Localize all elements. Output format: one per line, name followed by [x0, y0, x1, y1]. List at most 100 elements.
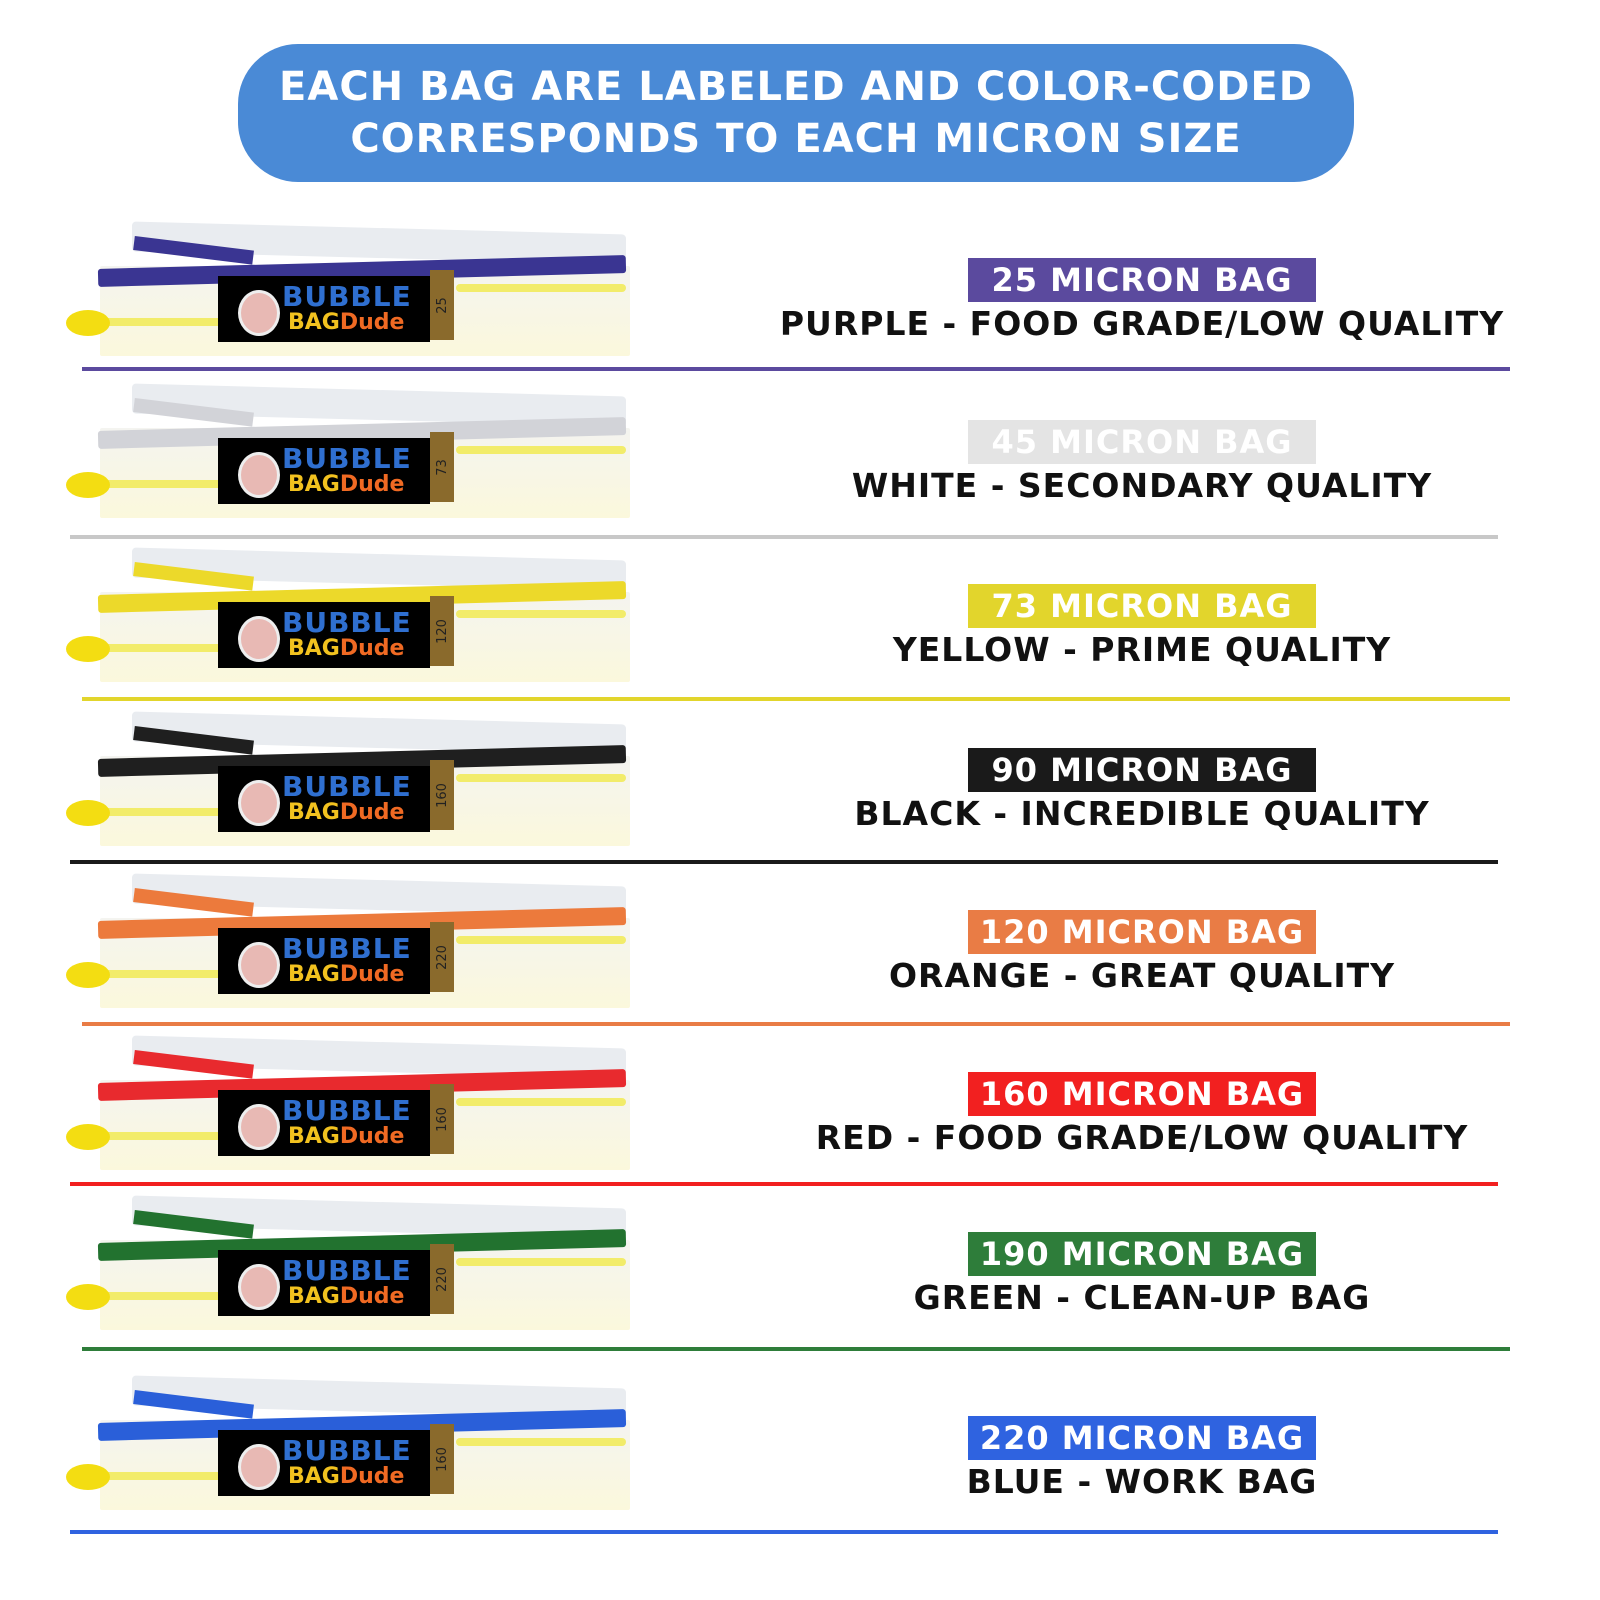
drawstring-knot-icon: [66, 472, 110, 498]
brand-word-bag: BAG: [288, 1284, 340, 1309]
brand-tag: BUBBLE BAGDude: [218, 1090, 430, 1156]
brand-tag: BUBBLE BAGDude: [218, 766, 430, 832]
brand-word-bag: BAG: [288, 636, 340, 661]
micron-badge: 73 MICRON BAG: [968, 584, 1316, 628]
row-divider: [70, 1182, 1498, 1186]
bag-row: BUBBLE BAGDude 73 45 MICRON BAG WHITE - …: [0, 383, 1600, 553]
brand-word: BAGDude: [288, 1464, 404, 1489]
row-divider: [70, 535, 1498, 539]
brand-word: BAGDude: [288, 472, 404, 497]
banner-line-1: EACH BAG ARE LABELED AND COLOR-CODED: [279, 64, 1313, 110]
micron-badge: 25 MICRON BAG: [968, 258, 1316, 302]
size-tag-number: 220: [434, 944, 450, 970]
row-divider: [82, 1347, 1510, 1351]
quality-description: ORANGE - GREAT QUALITY: [888, 956, 1396, 995]
drawstring-knot-icon: [66, 1464, 110, 1490]
drawstring: [96, 1472, 226, 1480]
drawstring: [456, 936, 626, 944]
brand-word: BUBBLE: [282, 1094, 412, 1127]
quality-description: WHITE - SECONDARY QUALITY: [851, 466, 1433, 505]
drawstring: [96, 1132, 226, 1140]
quality-description: PURPLE - FOOD GRADE/LOW QUALITY: [779, 304, 1505, 343]
quality-description: YELLOW - PRIME QUALITY: [892, 630, 1392, 669]
row-divider: [70, 1530, 1498, 1534]
brand-tag: BUBBLE BAGDude: [218, 276, 430, 342]
bag-row: BUBBLE BAGDude 160 90 MICRON BAG BLACK -…: [0, 711, 1600, 881]
mascot-face-icon: [238, 780, 280, 826]
brand-word: BUBBLE: [282, 1434, 412, 1467]
micron-badge: 220 MICRON BAG: [968, 1416, 1316, 1460]
banner-line-2: CORRESPONDS TO EACH MICRON SIZE: [350, 116, 1242, 162]
brand-tag: BUBBLE BAGDude: [218, 1250, 430, 1316]
drawstring: [456, 1438, 626, 1446]
row-divider: [82, 1022, 1510, 1026]
size-tag: 120: [430, 596, 454, 666]
bag-photo: BUBBLE BAGDude 160: [66, 1035, 632, 1170]
brand-word: BUBBLE: [282, 442, 412, 475]
drawstring-knot-icon: [66, 636, 110, 662]
brand-word: BAGDude: [288, 1284, 404, 1309]
brand-word-dude: Dude: [339, 1124, 405, 1149]
drawstring: [456, 284, 626, 292]
quality-description: GREEN - CLEAN-UP BAG: [913, 1278, 1371, 1317]
mascot-face-icon: [238, 1264, 280, 1310]
brand-word: BUBBLE: [282, 1254, 412, 1287]
drawstring: [456, 1258, 626, 1266]
drawstring: [456, 446, 626, 454]
brand-word: BAGDude: [288, 1124, 404, 1149]
bag-row: BUBBLE BAGDude 220 190 MICRON BAG GREEN …: [0, 1195, 1600, 1365]
size-tag: 160: [430, 760, 454, 830]
bag-row: BUBBLE BAGDude 25 25 MICRON BAG PURPLE -…: [0, 221, 1600, 391]
drawstring-knot-icon: [66, 1124, 110, 1150]
brand-word-bag: BAG: [288, 310, 340, 335]
bag-photo: BUBBLE BAGDude 160: [66, 711, 632, 846]
brand-word-dude: Dude: [339, 1464, 405, 1489]
quality-description: BLACK - INCREDIBLE QUALITY: [854, 794, 1430, 833]
size-tag: 220: [430, 922, 454, 992]
size-tag-number: 160: [434, 782, 450, 808]
brand-word: BUBBLE: [282, 770, 412, 803]
drawstring-knot-icon: [66, 800, 110, 826]
brand-word-dude: Dude: [339, 962, 405, 987]
brand-word-dude: Dude: [339, 800, 405, 825]
micron-badge: 45 MICRON BAG: [968, 420, 1316, 464]
size-tag: 160: [430, 1424, 454, 1494]
size-tag-number: 25: [434, 296, 450, 314]
drawstring: [96, 1292, 226, 1300]
quality-description: BLUE - WORK BAG: [966, 1462, 1318, 1501]
size-tag: 73: [430, 432, 454, 502]
brand-word-bag: BAG: [288, 1464, 340, 1489]
drawstring: [96, 480, 226, 488]
micron-badge: 90 MICRON BAG: [968, 748, 1316, 792]
brand-word: BAGDude: [288, 800, 404, 825]
brand-word-dude: Dude: [339, 472, 405, 497]
drawstring: [456, 774, 626, 782]
drawstring: [96, 970, 226, 978]
drawstring: [96, 318, 226, 326]
drawstring: [456, 610, 626, 618]
brand-word-dude: Dude: [339, 1284, 405, 1309]
brand-word: BUBBLE: [282, 606, 412, 639]
mascot-face-icon: [238, 452, 280, 498]
brand-word: BAGDude: [288, 962, 404, 987]
micron-badge: 190 MICRON BAG: [968, 1232, 1316, 1276]
drawstring-knot-icon: [66, 962, 110, 988]
size-tag: 160: [430, 1084, 454, 1154]
brand-word-dude: Dude: [339, 310, 405, 335]
size-tag: 25: [430, 270, 454, 340]
bag-photo: BUBBLE BAGDude 73: [66, 383, 632, 518]
brand-word: BAGDude: [288, 636, 404, 661]
size-tag: 220: [430, 1244, 454, 1314]
brand-tag: BUBBLE BAGDude: [218, 928, 430, 994]
bag-row: BUBBLE BAGDude 220 120 MICRON BAG ORANGE…: [0, 873, 1600, 1043]
brand-tag: BUBBLE BAGDude: [218, 1430, 430, 1496]
brand-word-bag: BAG: [288, 800, 340, 825]
mascot-face-icon: [238, 290, 280, 336]
size-tag-number: 220: [434, 1266, 450, 1292]
brand-word: BUBBLE: [282, 932, 412, 965]
brand-word: BUBBLE: [282, 280, 412, 313]
bag-photo: BUBBLE BAGDude 25: [66, 221, 632, 356]
brand-word-bag: BAG: [288, 1124, 340, 1149]
bag-row: BUBBLE BAGDude 120 73 MICRON BAG YELLOW …: [0, 547, 1600, 717]
drawstring: [96, 644, 226, 652]
